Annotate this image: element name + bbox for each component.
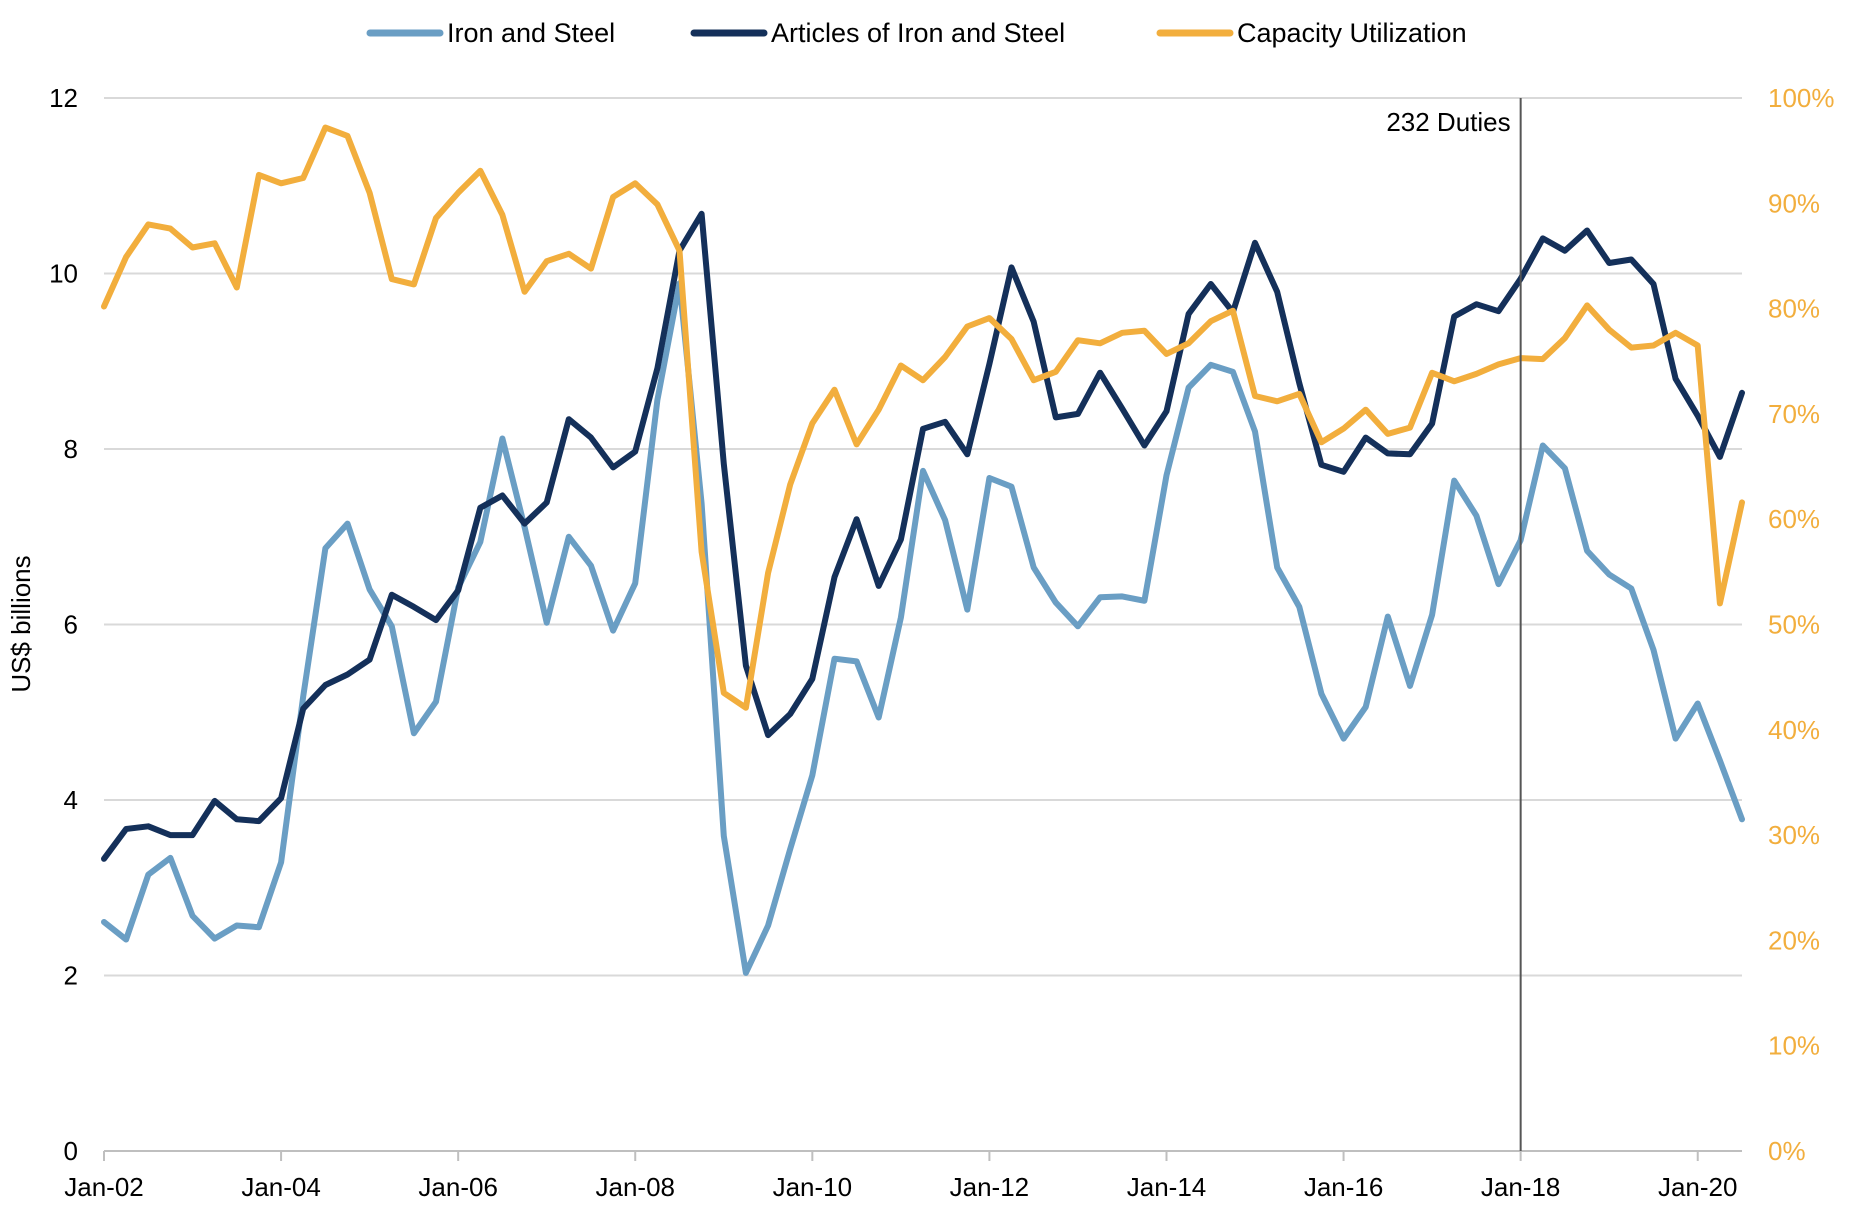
y-tick-label: 4: [64, 785, 78, 815]
gridlines: [104, 97, 1742, 977]
x-tick-label: Jan-16: [1304, 1172, 1384, 1202]
x-tick-label: Jan-04: [241, 1172, 321, 1202]
x-tick-label: Jan-12: [950, 1172, 1030, 1202]
legend-label-capacity-utilization: Capacity Utilization: [1237, 18, 1467, 48]
y2-tick-label: 70%: [1768, 399, 1820, 429]
y2-tick-label: 0%: [1768, 1136, 1806, 1166]
axes: 0 2 4 6 8 10 12 0% 10% 20% 30% 40% 50% 60% 70% 80% 90% 10…: [6, 83, 1835, 1202]
annotation-label: 232 Duties: [1386, 107, 1510, 137]
x-tick-label: Jan-14: [1127, 1172, 1207, 1202]
y2-tick-label: 10%: [1768, 1031, 1820, 1061]
series-lines: [101, 124, 1745, 976]
y-tick-label: 10: [49, 259, 78, 289]
y2-tick-label: 100%: [1768, 83, 1835, 113]
x-tick-label: Jan-10: [773, 1172, 853, 1202]
y2-tick-label: 90%: [1768, 188, 1820, 218]
y-tick-label: 8: [64, 434, 78, 464]
y2-tick-label: 50%: [1768, 610, 1820, 640]
annotation: 232 Duties: [1386, 98, 1522, 1151]
y2-tick-label: 30%: [1768, 820, 1820, 850]
series-line-iron-and-steel: [101, 280, 1745, 976]
y-axis-title: US$ billions: [6, 555, 36, 692]
y-tick-label: 0: [64, 1136, 78, 1166]
x-tick-label: Jan-02: [64, 1172, 144, 1202]
y2-tick-label: 40%: [1768, 715, 1820, 745]
y2-tick-label: 60%: [1768, 504, 1820, 534]
x-tick-label: Jan-18: [1481, 1172, 1561, 1202]
y2-tick-label: 80%: [1768, 294, 1820, 324]
y-tick-label: 2: [64, 961, 78, 991]
x-tick-label: Jan-06: [418, 1172, 498, 1202]
series-line-capacity-utilization: [101, 124, 1745, 711]
y-tick-label: 12: [49, 83, 78, 113]
legend-label-iron-and-steel: Iron and Steel: [447, 18, 615, 48]
series-line-articles-of-iron-and-steel: [101, 210, 1745, 862]
legend: Iron and Steel Articles of Iron and Steel…: [366, 18, 1467, 48]
legend-label-articles-of-iron-and-steel: Articles of Iron and Steel: [771, 18, 1065, 48]
y-tick-label: 6: [64, 610, 78, 640]
y2-tick-label: 20%: [1768, 925, 1820, 955]
x-tick-label: Jan-08: [595, 1172, 675, 1202]
x-tick-label: Jan-20: [1658, 1172, 1738, 1202]
